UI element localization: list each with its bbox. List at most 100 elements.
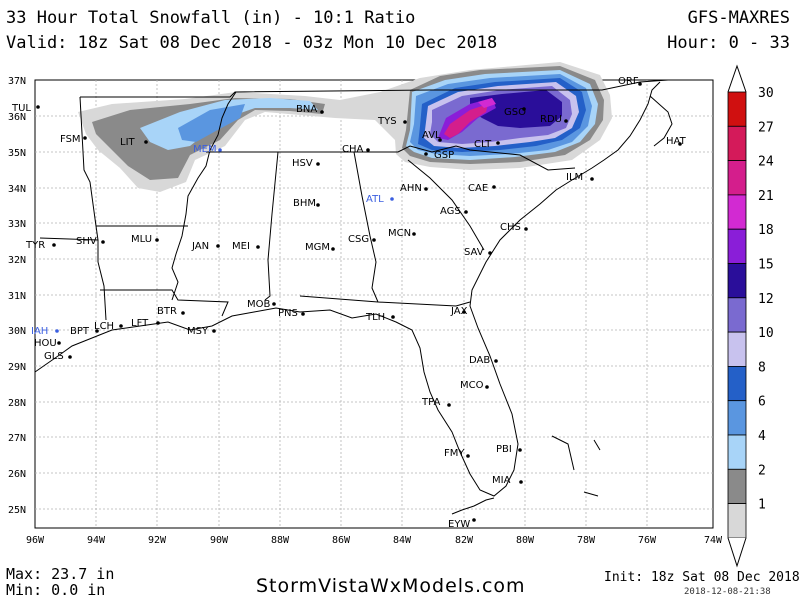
max-value: Max: 23.7 in	[6, 565, 115, 583]
lon-tick-label: 86W	[332, 535, 351, 546]
colorbar-swatch	[727, 263, 747, 299]
site-name[interactable]: StormVistaWxModels.com	[256, 575, 526, 597]
city-label-mob: MOB	[247, 299, 270, 310]
state-border-fl	[299, 295, 471, 307]
colorbar-label: 1	[758, 498, 766, 513]
city-dot-bna	[320, 110, 324, 114]
lon-tick-label: 76W	[638, 535, 657, 546]
colorbar-top-arrow	[727, 64, 747, 93]
colorbar-label: 4	[758, 429, 766, 444]
colorbar-swatch	[727, 160, 747, 196]
city-dot-tul	[36, 105, 40, 109]
city-dot-tlh	[391, 315, 395, 319]
lon-tick-label: 90W	[210, 535, 229, 546]
lon-tick-label: 84W	[393, 535, 412, 546]
city-label-eyw: EYW	[448, 519, 470, 530]
city-markers: TUL FSM LIT MEM BNA TYS CHA HSV AVL GSO RDU ORF HAT C…	[11, 76, 687, 530]
city-label-gso: GSO	[504, 107, 526, 118]
city-dot-tpa	[447, 403, 451, 407]
city-label-chs: CHS	[500, 222, 521, 233]
city-label-msy: MSY	[187, 326, 209, 337]
city-dot-btr	[181, 311, 185, 315]
city-label-tpa: TPA	[421, 397, 440, 408]
city-label-hsv: HSV	[292, 158, 313, 169]
colorbar-label: 6	[758, 395, 766, 410]
lon-tick-label: 80W	[516, 535, 535, 546]
city-dot-lit	[144, 140, 148, 144]
city-label-cha: CHA	[342, 144, 364, 155]
snow-21in-area-2	[478, 98, 496, 108]
city-dot-gls	[68, 355, 72, 359]
state-border-ok-ar	[39, 96, 99, 241]
lon-tick-label: 96W	[26, 535, 45, 546]
colorbar-swatch	[727, 297, 747, 333]
colorbar-swatch	[727, 468, 747, 504]
lat-tick-label: 34N	[8, 184, 26, 195]
city-label-mei: MEI	[232, 241, 250, 252]
state-border-ga-sc	[407, 159, 485, 251]
city-label-atl: ATL	[366, 194, 384, 205]
city-dot-lft	[156, 321, 160, 325]
city-dot-csg	[372, 238, 376, 242]
valid-time: Valid: 18z Sat 08 Dec 2018 - 03z Mon 10 …	[6, 33, 498, 53]
city-dot-msy	[212, 329, 216, 333]
colorbar-swatch	[727, 365, 747, 402]
city-label-tlh: TLH	[365, 312, 385, 323]
city-dot-mcn	[412, 232, 416, 236]
city-label-mco: MCO	[460, 380, 484, 391]
city-label-iah: IAH	[31, 326, 48, 337]
lon-tick-label: 78W	[577, 535, 596, 546]
city-label-hou: HOU	[34, 338, 57, 349]
boundaries	[34, 79, 673, 515]
city-label-mia: MIA	[492, 475, 511, 486]
colorbar-label: 30	[758, 86, 774, 101]
city-label-jan: JAN	[191, 241, 209, 252]
river-mississippi	[171, 91, 237, 301]
colorbar-label: 24	[758, 155, 774, 170]
city-label-ilm: ILM	[566, 172, 583, 183]
city-label-gls: GLS	[44, 351, 64, 362]
colorbar-swatch	[727, 125, 747, 162]
city-label-dab: DAB	[469, 355, 490, 366]
lat-tick-label: 36N	[8, 112, 26, 123]
city-dot-ags	[464, 210, 468, 214]
city-dot-bhm	[316, 203, 320, 207]
state-border-la	[100, 289, 229, 317]
lon-tick-label: 92W	[148, 535, 167, 546]
city-dot-ahn	[424, 187, 428, 191]
city-dot-mem	[218, 148, 222, 152]
coast-keys	[451, 497, 495, 515]
lat-tick-label: 35N	[8, 148, 26, 159]
city-dot-clt	[496, 141, 500, 145]
city-label-bhm: BHM	[293, 198, 316, 209]
city-label-bpt: BPT	[70, 326, 90, 337]
city-label-mlu: MLU	[131, 234, 152, 245]
lat-tick-label: 30N	[8, 326, 26, 337]
city-label-tul: TUL	[11, 103, 31, 114]
colorbar-swatch	[727, 194, 747, 230]
city-label-mem: MEM	[193, 144, 217, 155]
city-dot-mlu	[155, 238, 159, 242]
lon-tick-label: 74W	[704, 535, 723, 546]
min-value: Min: 0.0 in	[6, 581, 106, 599]
city-label-csg: CSG	[348, 234, 369, 245]
bahamas-outline	[551, 435, 601, 497]
city-label-tyr: TYR	[25, 240, 45, 251]
city-label-tys: TYS	[377, 116, 397, 127]
city-label-mgm: MGM	[305, 242, 330, 253]
city-dot-cae	[492, 185, 496, 189]
city-dot-pbi	[518, 448, 522, 452]
colorbar-label: 8	[758, 360, 766, 375]
city-label-pns: PNS	[278, 308, 298, 319]
forecast-hours: Hour: 0 - 33	[667, 33, 790, 53]
model-name: GFS-MAXRES	[687, 8, 790, 28]
colorbar-label: 27	[758, 120, 774, 135]
city-dot-cha	[366, 148, 370, 152]
city-dot-mco	[485, 385, 489, 389]
city-label-cae: CAE	[468, 183, 488, 194]
city-label-pbi: PBI	[496, 444, 512, 455]
timestamp: 2018-12-08-21:38	[684, 587, 771, 597]
coast-outer-banks	[649, 95, 673, 147]
city-dot-gso	[522, 107, 526, 111]
